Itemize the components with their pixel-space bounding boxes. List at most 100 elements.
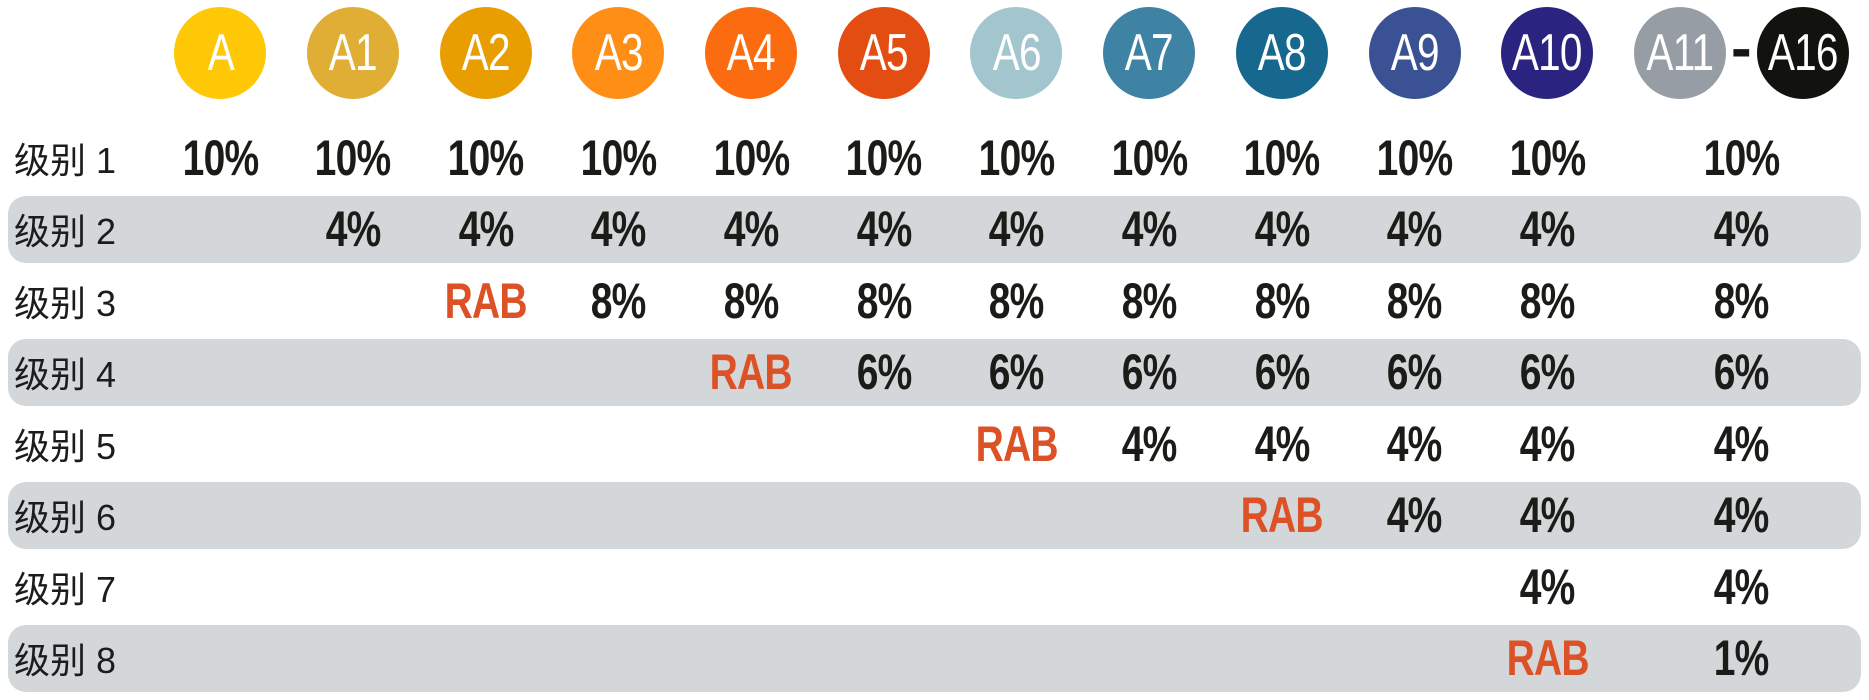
column-header-a5: A5 <box>817 7 950 99</box>
rank-badge-label: A10 <box>1512 24 1583 82</box>
table-cell: 8% <box>1713 272 1770 329</box>
table-cell: 4% <box>723 201 780 257</box>
rank-badge-a16: A16 <box>1756 7 1849 99</box>
rank-badge-label: A3 <box>594 24 643 82</box>
table-cell: 10% <box>315 129 392 186</box>
rank-badge-label: A5 <box>859 24 909 82</box>
column-header-a8: A8 <box>1216 7 1349 99</box>
table-cell: 10% <box>978 129 1056 186</box>
table-cell: 8% <box>723 272 780 329</box>
table-cell: 4% <box>1121 415 1178 472</box>
column-header-a7: A7 <box>1083 7 1216 99</box>
row-label: 级别 2 <box>14 211 117 252</box>
rank-badge-a10: A10 <box>1501 7 1594 99</box>
row-label: 级别 1 <box>14 139 117 181</box>
column-header-a9: A9 <box>1348 7 1481 99</box>
table-cell: 10% <box>1243 129 1321 186</box>
rank-badge-label: A9 <box>1390 24 1439 82</box>
table-body: 级别 1 10% 10% 10% 10% 10% 10% 10% 10% 10%… <box>0 124 1869 692</box>
rank-badge-label: A2 <box>461 24 511 82</box>
table-cell: 4% <box>1387 487 1443 543</box>
rank-badge-a5: A5 <box>837 7 930 99</box>
column-header-a2: A2 <box>419 7 552 99</box>
table-row-level-2: 级别 2 4% 4% 4% 4% 4% 4% 4% 4% 4% 4% 4% <box>0 195 1869 263</box>
rank-badge-label: A <box>207 24 234 82</box>
table-cell: 4% <box>1387 201 1443 257</box>
rank-badge-label: A11 <box>1646 24 1715 82</box>
column-header-a4: A4 <box>685 7 818 99</box>
table-cell: 10% <box>1703 129 1780 186</box>
rank-badge-label: A1 <box>328 24 378 82</box>
table-cell: 4% <box>458 201 514 257</box>
table-cell: 4% <box>325 201 382 257</box>
table-cell: 4% <box>590 201 647 257</box>
table-cell: 6% <box>1519 344 1576 400</box>
rank-badge-a8: A8 <box>1235 7 1328 99</box>
table-cell: 4% <box>1387 415 1443 472</box>
table-cell: 4% <box>1519 558 1576 615</box>
table-cell: 10% <box>1376 129 1454 186</box>
column-header-a10: A10 <box>1481 7 1614 99</box>
rank-badge-a2: A2 <box>439 7 532 99</box>
rank-badge-a6: A6 <box>970 7 1063 99</box>
table-header: A A1 A2 A3 A4 A5 A6 A7 A8 A9 A10 <box>0 7 1869 99</box>
table-cell: 10% <box>182 129 259 186</box>
table-cell: 10% <box>713 129 790 186</box>
rank-badge-a: A <box>174 7 267 99</box>
table-cell: 4% <box>1254 415 1310 472</box>
rank-badge-a7: A7 <box>1103 7 1196 99</box>
rank-badge-label: A8 <box>1257 24 1307 82</box>
rank-badge-label: A4 <box>727 24 776 82</box>
table-row-level-6: 级别 6 RAB 4% 4% 4% <box>0 481 1869 549</box>
table-cell: 10% <box>447 129 525 186</box>
column-header-a: A <box>154 7 287 99</box>
column-header-a6: A6 <box>950 7 1083 99</box>
table-cell: 8% <box>1254 272 1310 329</box>
rank-badge-label: A16 <box>1767 24 1839 82</box>
row-label: 级别 6 <box>14 497 117 538</box>
rank-badge-label: A7 <box>1125 24 1174 82</box>
row-label: 级别 4 <box>14 354 117 395</box>
table-row-level-5: 级别 5 RAB 4% 4% 4% 4% 4% <box>0 410 1869 477</box>
table-cell: 6% <box>1387 344 1443 400</box>
table-cell: RAB <box>444 272 528 329</box>
table-cell: 4% <box>1519 415 1576 472</box>
range-dash: - <box>1730 14 1752 83</box>
table-cell: RAB <box>1506 630 1589 686</box>
table-row-level-1: 级别 1 10% 10% 10% 10% 10% 10% 10% 10% 10%… <box>0 124 1869 191</box>
table-cell: 8% <box>1121 272 1178 329</box>
table-cell: 6% <box>1254 344 1310 400</box>
table-cell: RAB <box>975 415 1058 472</box>
row-label: 级别 3 <box>14 282 117 324</box>
table-cell: 10% <box>580 129 658 186</box>
table-row-level-7: 级别 7 4% 4% <box>0 553 1869 620</box>
table-cell: 4% <box>1121 201 1178 257</box>
table-cell: 4% <box>1519 487 1576 543</box>
table-cell: 10% <box>1111 129 1188 186</box>
rank-badge-a4: A4 <box>705 7 798 99</box>
table-cell: 6% <box>1121 344 1178 400</box>
table-cell: 4% <box>1713 415 1770 472</box>
table-cell: 6% <box>856 344 912 400</box>
table-cell: 8% <box>590 272 647 329</box>
column-header-a11-a16: A11 - A16 <box>1614 7 1869 99</box>
rank-badge-label: A6 <box>992 24 1041 82</box>
table-cell: 6% <box>1713 344 1770 400</box>
table-cell: 4% <box>1713 558 1770 615</box>
table-cell: RAB <box>1240 487 1324 543</box>
row-label: 级别 7 <box>14 568 117 610</box>
table-cell: 8% <box>1519 272 1576 329</box>
table-cell: 4% <box>1713 201 1770 257</box>
rank-badge-a9: A9 <box>1368 7 1461 99</box>
rank-badge-a11: A11 <box>1633 7 1726 99</box>
table-row-level-4: 级别 4 RAB 6% 6% 6% 6% 6% 6% 6% <box>0 338 1869 406</box>
table-cell: 4% <box>1254 201 1310 257</box>
table-cell: 6% <box>989 344 1045 400</box>
table-cell: 4% <box>1519 201 1576 257</box>
column-header-a1: A1 <box>287 7 420 99</box>
table-cell: 8% <box>856 272 912 329</box>
table-cell: 10% <box>845 129 923 186</box>
table-cell: 10% <box>1509 129 1586 186</box>
table-cell: 4% <box>1713 487 1770 543</box>
